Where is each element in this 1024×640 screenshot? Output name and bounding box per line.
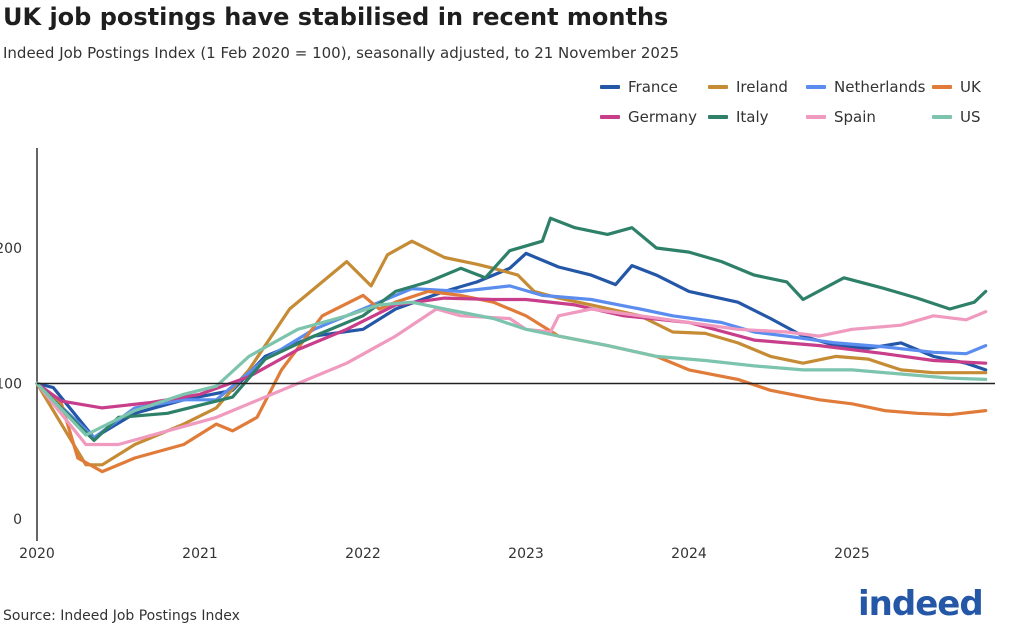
- legend-swatch: [806, 85, 826, 89]
- x-tick-label: 2020: [19, 546, 55, 562]
- legend-swatch: [600, 115, 620, 119]
- series-line-us: [35, 300, 988, 437]
- legend-swatch: [932, 115, 952, 119]
- series-line-ireland: [35, 239, 988, 467]
- x-tick-label: 2021: [182, 546, 218, 562]
- legend-swatch: [806, 115, 826, 119]
- legend-item-italy: Italy: [708, 108, 806, 126]
- legend-item-uk: UK: [932, 78, 1002, 96]
- chart-title: UK job postings have stabilised in recen…: [3, 3, 669, 31]
- y-tick-label: 0: [13, 512, 22, 528]
- x-tick-label: 2024: [671, 546, 707, 562]
- indeed-logo: indeed: [858, 584, 984, 624]
- legend-item-netherlands: Netherlands: [806, 78, 932, 96]
- legend-label: Germany: [628, 108, 697, 126]
- legend-item-ireland: Ireland: [708, 78, 806, 96]
- legend-swatch: [600, 85, 620, 89]
- legend-label: Italy: [736, 108, 769, 126]
- legend: France Ireland Netherlands UK Germany Italy Sp…: [600, 78, 1020, 126]
- legend-label: Ireland: [736, 78, 788, 96]
- legend-label: US: [960, 108, 981, 126]
- x-tick-label: 2023: [508, 546, 544, 562]
- y-tick-label: 200: [0, 241, 22, 257]
- series-line-france: [35, 251, 988, 440]
- x-tick-label: 2025: [834, 546, 870, 562]
- chart-subtitle: Indeed Job Postings Index (1 Feb 2020 = …: [3, 44, 680, 62]
- y-tick-label: 100: [0, 377, 22, 393]
- x-tick-label: 2022: [345, 546, 381, 562]
- series-line-italy: [35, 216, 988, 442]
- series-line-germany: [35, 296, 988, 410]
- legend-label: France: [628, 78, 678, 96]
- series-line-netherlands: [35, 284, 988, 440]
- legend-item-spain: Spain: [806, 108, 932, 126]
- legend-swatch: [932, 85, 952, 89]
- legend-item-france: France: [600, 78, 708, 96]
- series-line-uk: [35, 289, 988, 474]
- legend-label: Spain: [834, 108, 876, 126]
- legend-swatch: [708, 115, 728, 119]
- legend-item-germany: Germany: [600, 108, 708, 126]
- legend-label: Netherlands: [834, 78, 926, 96]
- source-note: Source: Indeed Job Postings Index: [3, 608, 240, 624]
- series-line-spain: [35, 307, 988, 447]
- legend-item-us: US: [932, 108, 1002, 126]
- legend-label: UK: [960, 78, 981, 96]
- legend-swatch: [708, 85, 728, 89]
